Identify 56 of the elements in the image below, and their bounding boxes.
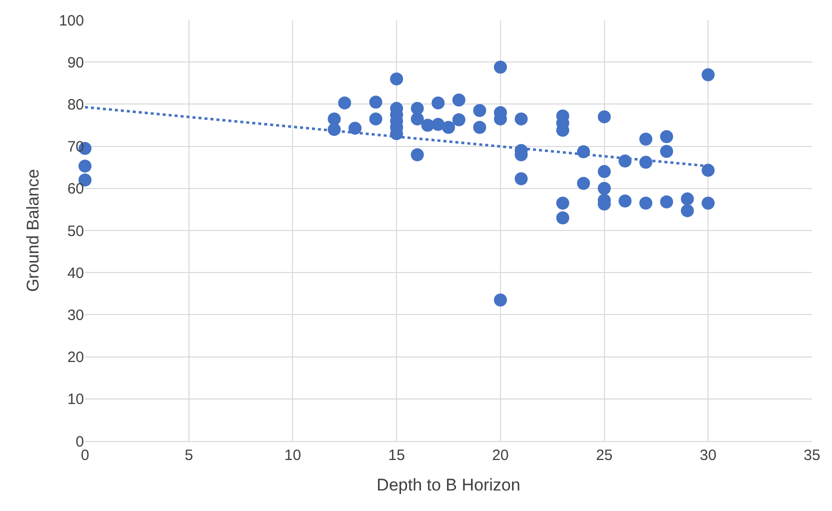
point	[442, 120, 455, 134]
x-tick-label: 30	[700, 447, 716, 464]
point	[390, 72, 404, 86]
x-tick-label: 20	[492, 447, 509, 464]
point	[598, 165, 611, 178]
point	[369, 112, 382, 126]
point	[452, 93, 466, 106]
point	[660, 144, 674, 158]
y-tick-label: 40	[67, 264, 84, 282]
x-axis-title: Depth to B Horizon	[376, 475, 520, 494]
point	[410, 112, 424, 126]
point	[618, 154, 632, 168]
y-tick-label: 10	[67, 391, 84, 408]
point	[338, 96, 352, 110]
point	[494, 293, 507, 306]
point	[410, 148, 424, 162]
point	[660, 130, 674, 144]
point	[514, 112, 528, 126]
point	[598, 182, 611, 195]
point	[432, 118, 445, 131]
y-tick-label: 20	[67, 349, 84, 366]
point	[702, 68, 715, 82]
x-tick-label: 10	[284, 447, 302, 464]
point	[473, 104, 486, 118]
point	[680, 204, 694, 218]
y-tick-label: 90	[67, 54, 84, 72]
point	[618, 194, 632, 208]
y-tick-label: 0	[76, 433, 84, 450]
y-axis-title: Ground Balance	[24, 169, 43, 292]
point	[660, 195, 674, 208]
y-tick-label: 50	[67, 222, 84, 240]
point	[639, 132, 652, 146]
point	[78, 160, 92, 173]
point	[348, 122, 362, 135]
point	[369, 96, 382, 109]
point	[452, 113, 466, 126]
y-tick-label: 30	[67, 306, 84, 324]
point	[598, 110, 611, 124]
point	[577, 176, 590, 190]
x-tick-label: 25	[596, 447, 613, 464]
point	[514, 172, 528, 186]
x-tick-label: 5	[184, 447, 194, 464]
y-tick-label: 100	[58, 12, 84, 30]
point	[556, 211, 570, 224]
x-tick-label: 35	[804, 447, 820, 464]
point	[702, 164, 715, 177]
y-tick-label: 60	[67, 180, 84, 198]
point	[702, 196, 715, 210]
point	[494, 60, 507, 74]
x-tick-label: 15	[388, 447, 405, 464]
point	[639, 196, 652, 210]
y-tick-label: 80	[67, 96, 84, 114]
point	[556, 196, 570, 210]
point	[473, 120, 486, 134]
point	[680, 192, 694, 206]
point	[432, 96, 445, 110]
